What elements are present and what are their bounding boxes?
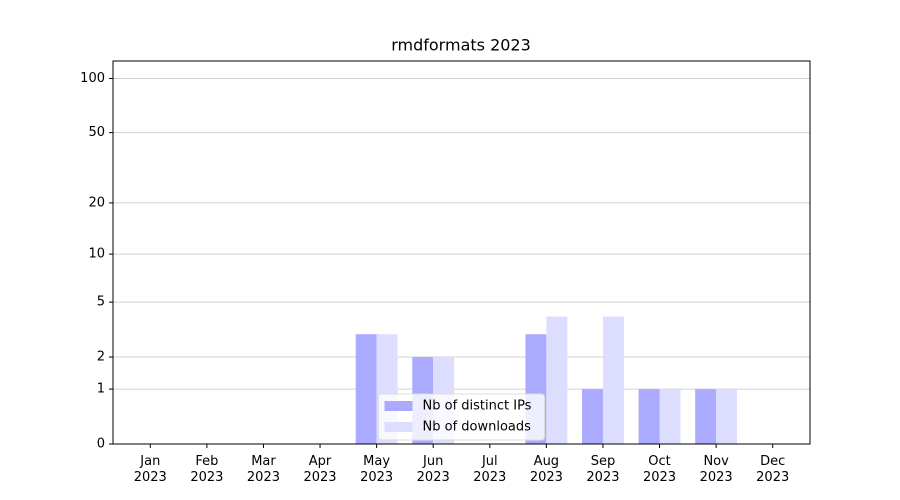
bar [546, 316, 568, 444]
x-tick-label: Feb 2023 [190, 454, 223, 485]
x-tick-label: May 2023 [360, 454, 393, 485]
x-tick-label: Jun 2023 [417, 454, 450, 485]
bar [602, 316, 624, 444]
x-tick-label: Mar 2023 [247, 454, 280, 485]
y-tick-label: 5 [97, 295, 105, 310]
y-tick-label: 10 [88, 247, 105, 262]
bar [659, 389, 681, 444]
axes: 0 1 2 5 10 20 50 100 Jan 2023 Feb 2023 Mar 2023 Apr 202… [80, 71, 789, 484]
x-tick-label: Oct 2023 [643, 454, 676, 485]
x-tick-label: Nov 2023 [700, 454, 733, 485]
x-tick-label: Jul 2023 [473, 454, 506, 485]
plot-frame [112, 60, 811, 445]
x-tick-label: Apr 2023 [303, 454, 336, 485]
legend-label: Nb of distinct IPs [423, 399, 532, 414]
y-tick-label: 1 [97, 382, 105, 397]
bar [355, 334, 377, 444]
y-tick-label: 2 [97, 349, 105, 364]
x-tick-label: Jan 2023 [134, 454, 167, 485]
y-tick-label: 50 [88, 125, 105, 140]
chart-title: rmdformats 2023 [391, 36, 531, 55]
x-tick-label: Aug 2023 [530, 454, 563, 485]
legend-box [378, 393, 545, 441]
y-tick-label: 20 [88, 195, 105, 210]
y-tick-label: 0 [97, 437, 105, 452]
bar [695, 389, 717, 444]
x-tick-label: Sep 2023 [586, 454, 619, 485]
legend-swatch [384, 401, 413, 411]
y-tick-label: 100 [80, 71, 105, 86]
bar [716, 389, 738, 444]
legend: Nb of distinct IPs Nb of downloads [378, 393, 545, 441]
bar [638, 389, 660, 444]
x-tick-label: Dec 2023 [756, 454, 789, 485]
legend-swatch [384, 422, 413, 432]
legend-label: Nb of downloads [423, 420, 532, 435]
bar [582, 389, 603, 444]
